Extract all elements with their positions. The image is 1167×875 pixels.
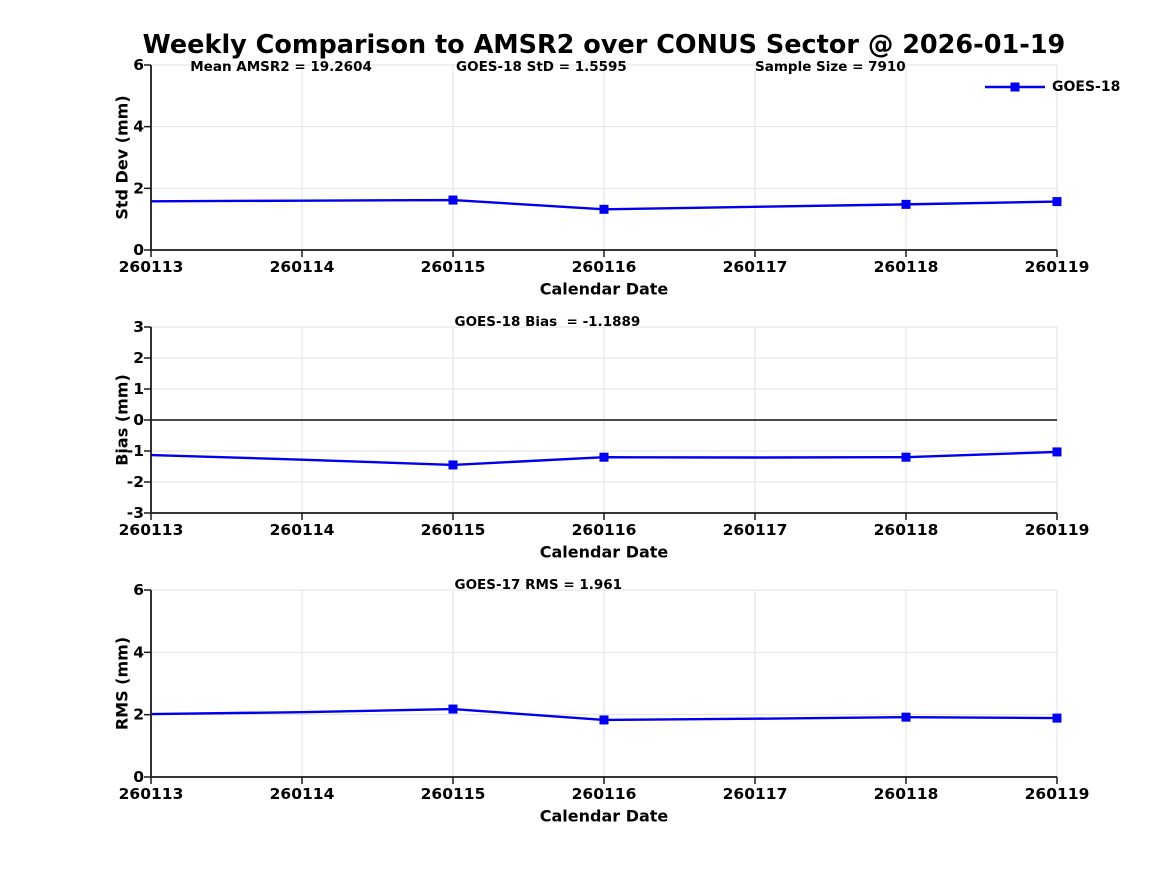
y-tick-label: 0	[133, 241, 144, 259]
y-axis-title: Bias (mm)	[113, 374, 132, 466]
x-tick-label: 260116	[572, 521, 637, 539]
y-tick-label: -1	[127, 442, 144, 460]
x-tick-label: 260117	[723, 521, 788, 539]
x-tick-label: 260116	[572, 258, 637, 276]
y-tick-label: -3	[127, 504, 144, 522]
data-point-marker	[599, 204, 609, 214]
x-tick-label: 260113	[119, 785, 184, 803]
x-tick-label: 260114	[270, 521, 335, 539]
y-tick-label: 1	[133, 380, 144, 398]
x-tick-label: 260115	[421, 258, 486, 276]
data-point-marker	[901, 712, 911, 722]
data-point-marker	[1052, 197, 1062, 207]
subplot-bias: 260113 260114 260115 260116 260117 260118 2601…	[113, 314, 1090, 562]
x-tick-label: 260119	[1025, 521, 1090, 539]
x-tick-label: 260119	[1025, 258, 1090, 276]
y-tick-label: 3	[133, 318, 144, 336]
data-point-marker	[901, 199, 911, 209]
annotation-label: GOES-17 RMS = 1.961	[455, 577, 623, 593]
data-point-marker	[448, 704, 458, 714]
x-tick-label: 260113	[119, 258, 184, 276]
subplot-std-dev: 260113 260114 260115 260116 260117 260118 2601…	[113, 56, 1121, 299]
y-tick-label: 2	[133, 349, 144, 367]
annotation-label: GOES-18 Bias = -1.1889	[455, 314, 641, 330]
x-tick-label: 260115	[421, 521, 486, 539]
data-point-marker	[448, 195, 458, 205]
x-tick-label: 260116	[572, 785, 637, 803]
x-tick-label: 260118	[874, 521, 939, 539]
x-tick-label: 260114	[270, 785, 335, 803]
x-tick-label: 260117	[723, 785, 788, 803]
y-tick-label: 2	[133, 179, 144, 197]
figure-title: Weekly Comparison to AMSR2 over CONUS Se…	[143, 30, 1066, 60]
x-tick-label: 260113	[119, 521, 184, 539]
data-point-marker	[599, 452, 609, 462]
annotation-label: GOES-18 StD = 1.5595	[456, 59, 627, 75]
y-tick-label: 4	[133, 118, 144, 136]
data-point-marker	[1052, 713, 1062, 723]
subplot-rms: 260113 260114 260115 260116 260117 260118 2601…	[113, 577, 1090, 826]
x-axis-title: Calendar Date	[540, 807, 669, 826]
legend: GOES-18	[985, 79, 1120, 95]
x-tick-label: 260114	[270, 258, 335, 276]
annotation-label: Sample Size = 7910	[755, 59, 906, 75]
y-tick-label: 0	[133, 411, 144, 429]
y-axis-title: Std Dev (mm)	[113, 95, 132, 219]
y-tick-label: 6	[133, 581, 144, 599]
y-tick-label: -2	[127, 473, 144, 491]
legend-marker	[1010, 82, 1020, 92]
y-axis-title: RMS (mm)	[113, 637, 132, 730]
y-tick-label: 4	[133, 643, 144, 661]
x-tick-label: 260118	[874, 258, 939, 276]
y-tick-label: 2	[133, 706, 144, 724]
y-tick-label: 0	[133, 768, 144, 786]
x-tick-label: 260118	[874, 785, 939, 803]
x-axis-title: Calendar Date	[540, 280, 669, 299]
x-axis-title: Calendar Date	[540, 543, 669, 562]
legend-label: GOES-18	[1052, 79, 1120, 95]
data-point-marker	[901, 452, 911, 462]
data-point-marker	[1052, 447, 1062, 457]
y-tick-label: 6	[133, 56, 144, 74]
x-tick-label: 260117	[723, 258, 788, 276]
data-point-marker	[599, 715, 609, 725]
x-tick-label: 260115	[421, 785, 486, 803]
data-point-marker	[448, 460, 458, 470]
annotation-label: Mean AMSR2 = 19.2604	[190, 59, 372, 75]
x-tick-label: 260119	[1025, 785, 1090, 803]
